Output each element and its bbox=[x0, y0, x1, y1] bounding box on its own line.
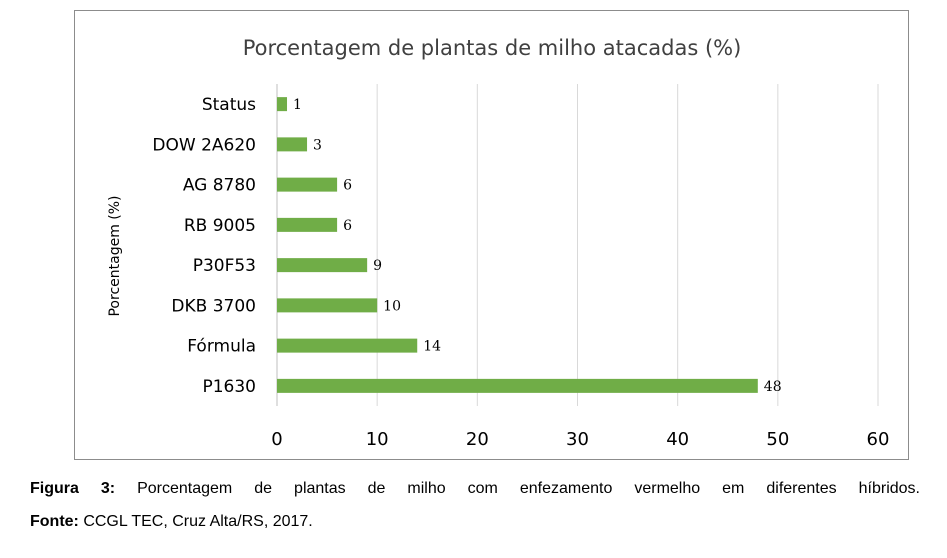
x-tick-label-60: 60 bbox=[867, 429, 890, 450]
data-label-5: 10 bbox=[383, 298, 401, 314]
bar-6 bbox=[277, 338, 418, 353]
category-label-4: P30F53 bbox=[193, 256, 256, 276]
chart-frame: Porcentagem de plantas de milho atacadas… bbox=[74, 10, 909, 460]
bar-1 bbox=[277, 137, 308, 152]
caption-label: Figura 3: bbox=[30, 480, 116, 497]
category-label-7: P1630 bbox=[202, 377, 256, 397]
figure-caption: Figura 3: Porcentagem de plantas de milh… bbox=[30, 480, 920, 498]
data-label-0: 1 bbox=[293, 97, 302, 113]
data-label-3: 6 bbox=[343, 218, 352, 234]
x-tick-label-0: 0 bbox=[271, 429, 282, 450]
category-label-5: DKB 3700 bbox=[171, 296, 256, 316]
x-tick-label-40: 40 bbox=[666, 429, 689, 450]
chart-title: Porcentagem de plantas de milho atacadas… bbox=[243, 36, 742, 60]
bar-4 bbox=[277, 258, 368, 273]
bar-0 bbox=[277, 97, 288, 112]
x-tick-label-10: 10 bbox=[366, 429, 389, 450]
data-label-4: 9 bbox=[373, 258, 382, 274]
y-axis-label: Porcentagem (%) bbox=[107, 195, 123, 316]
data-label-1: 3 bbox=[313, 137, 322, 153]
source-text: CCGL TEC, Cruz Alta/RS, 2017. bbox=[78, 513, 313, 530]
data-label-7: 48 bbox=[764, 379, 782, 395]
category-label-1: DOW 2A620 bbox=[152, 135, 256, 155]
data-label-6: 14 bbox=[423, 339, 441, 355]
category-label-3: RB 9005 bbox=[184, 216, 256, 236]
x-tick-label-20: 20 bbox=[466, 429, 489, 450]
category-label-2: AG 8780 bbox=[183, 176, 256, 196]
bar-chart: Porcentagem de plantas de milho atacadas… bbox=[107, 36, 890, 450]
x-tick-label-30: 30 bbox=[566, 429, 589, 450]
data-label-2: 6 bbox=[343, 178, 352, 194]
figure-source: Fonte: CCGL TEC, Cruz Alta/RS, 2017. bbox=[30, 513, 920, 531]
x-tick-label-50: 50 bbox=[766, 429, 789, 450]
caption-text: Porcentagem de plantas de milho com enfe… bbox=[115, 480, 920, 497]
bar-7 bbox=[277, 378, 758, 393]
category-label-6: Fórmula bbox=[187, 337, 256, 357]
bar-3 bbox=[277, 217, 338, 232]
source-label: Fonte: bbox=[30, 513, 79, 530]
bar-2 bbox=[277, 177, 338, 192]
category-label-0: Status bbox=[202, 95, 256, 115]
bar-5 bbox=[277, 298, 378, 313]
